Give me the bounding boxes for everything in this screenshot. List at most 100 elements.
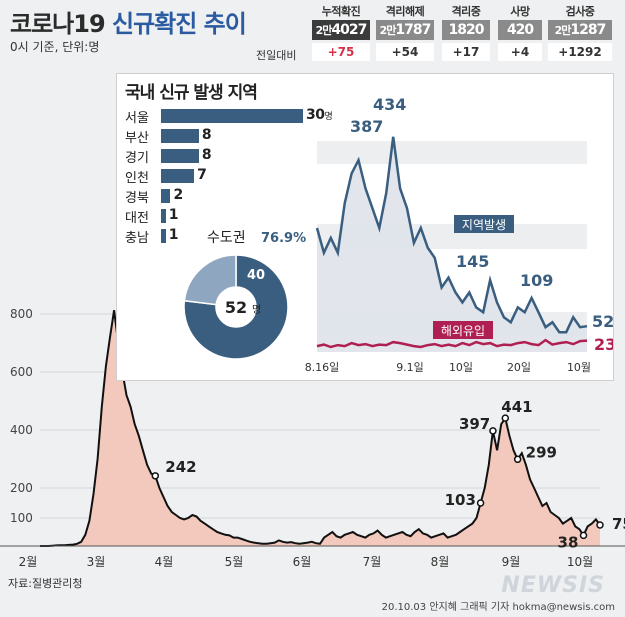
region-row: 부산 8 <box>125 127 405 146</box>
x-tick-label: 5월 <box>225 555 244 569</box>
series-line-1 <box>316 338 588 349</box>
line-annotation: 387 <box>350 117 383 136</box>
x-tick-label: 3월 <box>87 555 106 569</box>
region-bar <box>161 109 303 123</box>
stat-diff: +1292 <box>548 43 612 61</box>
inset-panel: 국내 신규 발생 지역 서울 30명 부산 8 경기 8 인천 7 경북 2 대전 1 충남 1 52 명 4… <box>116 73 614 381</box>
stat-col-0: 누적확진 2만4027 +75 <box>312 4 370 61</box>
region-row: 충남 1 <box>125 227 405 246</box>
stat-diff: +54 <box>376 43 434 61</box>
region-row: 인천 7 <box>125 167 405 186</box>
stat-prefix: 2만 <box>315 24 333 37</box>
region-value: 8 <box>201 147 212 163</box>
region-bar <box>161 169 195 183</box>
stat-col-4: 검사중 2만1287 +1292 <box>548 4 612 61</box>
annotation-label: 38 <box>558 533 579 551</box>
region-bar <box>161 229 166 243</box>
x-tick-label: 8월 <box>431 555 450 569</box>
pie-total-unit: 명 <box>252 304 261 316</box>
annotation-dot <box>489 427 497 435</box>
annotation-label: 242 <box>165 458 196 476</box>
region-value-number: 7 <box>197 167 207 183</box>
page-title: 코로나19 신규확진 추이 <box>10 4 247 39</box>
series-tag-0: 지역발생 <box>462 218 506 232</box>
region-value: 8 <box>201 127 212 143</box>
annotation-dot <box>596 521 604 529</box>
region-value-number: 30 <box>306 107 325 123</box>
annotation-label: 441 <box>501 398 532 416</box>
region-value: 1 <box>168 227 179 243</box>
stat-total: 2만1287 <box>548 20 612 40</box>
title-part-b: 신규확진 추이 <box>112 10 247 38</box>
region-label: 경북 <box>125 191 149 206</box>
inset-title: 국내 신규 발생 지역 <box>125 78 258 103</box>
y-tick-label: 800 <box>10 307 33 321</box>
annotation-label: 397 <box>459 415 490 433</box>
region-value-number: 2 <box>173 187 183 203</box>
region-value-number: 8 <box>201 127 212 143</box>
stat-diff: +17 <box>442 43 490 61</box>
pie-slice-1 <box>183 254 237 306</box>
line-annotation: 52 <box>592 312 613 331</box>
stat-prefix: 2만 <box>379 24 397 37</box>
pie-total: 52 <box>225 298 247 317</box>
line-annotation: 434 <box>373 95 406 114</box>
annotation-label: 75 <box>612 515 625 533</box>
line-annotation: 23 <box>594 335 613 354</box>
region-label: 서울 <box>125 111 149 126</box>
grid-band-0 <box>317 141 587 164</box>
stat-total: 2만1787 <box>376 20 434 40</box>
region-row: 서울 30명 <box>125 107 405 126</box>
annotation-dot <box>513 455 522 464</box>
series-area-0 <box>317 136 587 352</box>
region-bar <box>161 129 199 143</box>
source-note: 자료:질병관리청 <box>8 577 83 590</box>
pie-slice-value: 40 <box>247 268 265 283</box>
region-row: 대전 1 <box>125 207 405 226</box>
region-label: 경기 <box>125 151 149 166</box>
annotation-dot <box>501 414 510 422</box>
y-tick-label: 100 <box>10 511 33 525</box>
region-bar <box>161 189 171 203</box>
region-unit: 명 <box>324 112 333 122</box>
diff-row-label: 전일대비 <box>256 49 297 62</box>
inset-x-tick: 20일 <box>507 360 531 374</box>
pie-percent: 76.9% <box>261 231 306 246</box>
pie-title: 수도권 <box>207 230 246 246</box>
region-bar <box>161 149 199 163</box>
annotation-label: 103 <box>445 491 476 509</box>
stat-total: 420 <box>498 20 542 40</box>
region-value-number: 8 <box>201 147 212 163</box>
inset-title-text: 국내 신규 발생 지역 <box>125 83 258 103</box>
annotation-label: 299 <box>526 443 557 461</box>
y-tick-label: 400 <box>10 423 33 437</box>
area-fill <box>40 310 600 546</box>
x-tick-label: 10월 <box>567 555 593 569</box>
stat-label: 검사중 <box>565 5 595 18</box>
annotation-dot <box>579 531 588 540</box>
newsis-logo: NEWSIS <box>501 573 605 598</box>
region-value-number: 1 <box>168 227 179 243</box>
credit-line: 20.10.03 안지혜 그래픽 기자 hokma@newsis.com <box>381 602 615 613</box>
series-tag-bg-1 <box>433 321 493 339</box>
inset-x-tick: 10일 <box>449 360 473 374</box>
region-bar <box>161 209 166 223</box>
stat-value: 420 <box>506 22 534 38</box>
series-line-0 <box>315 136 588 334</box>
y-tick-label: 600 <box>10 365 33 379</box>
stat-value: 4027 <box>331 22 367 38</box>
x-tick-label: 9월 <box>502 555 521 569</box>
inset-x-tick: 8.16일 <box>305 360 340 374</box>
region-row: 경북 2 <box>125 187 405 206</box>
region-label: 충남 <box>125 231 149 246</box>
stat-value: 1787 <box>395 22 431 38</box>
region-label: 인천 <box>125 171 149 186</box>
stat-label: 격리해제 <box>385 5 425 18</box>
region-value-number: 1 <box>168 207 179 223</box>
series-tag-1: 해외유입 <box>441 324 485 338</box>
pie-slice-0 <box>183 254 289 360</box>
y-tick-label: 200 <box>10 481 33 495</box>
region-row: 경기 8 <box>125 147 405 166</box>
